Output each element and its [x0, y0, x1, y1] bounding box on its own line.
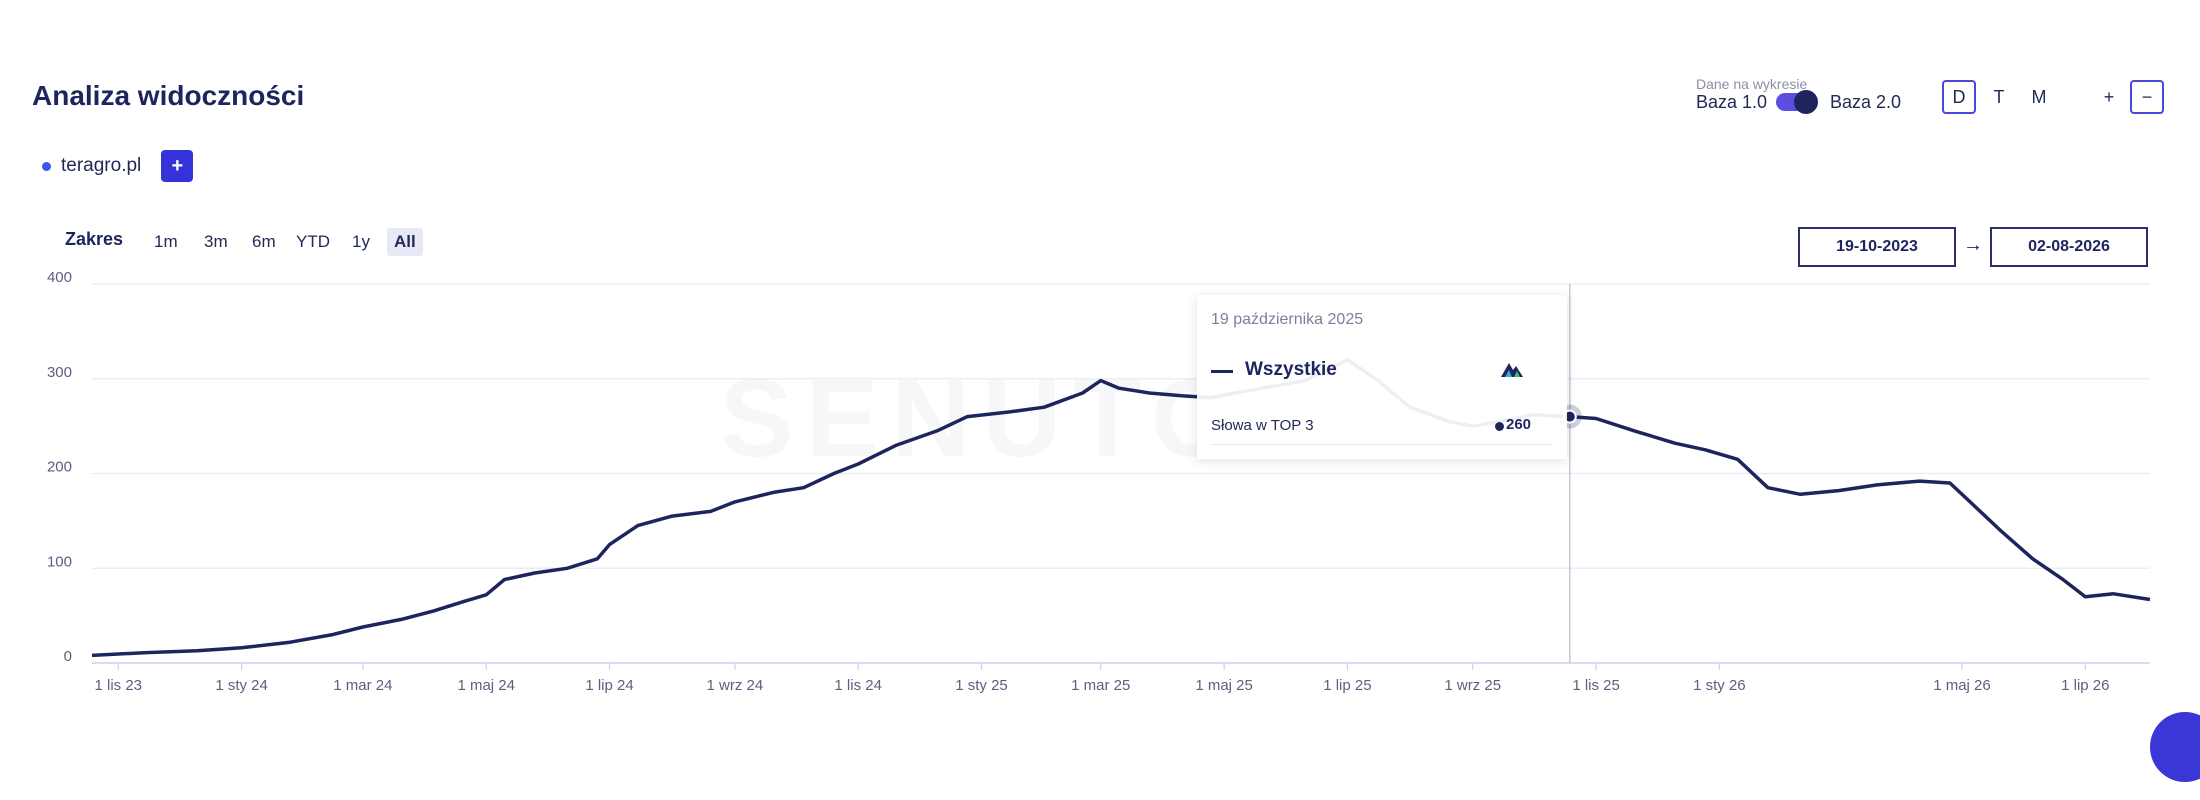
baza-2-label: Baza 2.0: [1830, 92, 1902, 112]
y-tick-label: 300: [47, 364, 72, 381]
baza-1-label: Baza 1.0: [1696, 92, 1768, 112]
x-tick-label: 1 maj 25: [1195, 677, 1253, 694]
range-6m-button[interactable]: 6m: [252, 232, 276, 251]
tooltip-value-dot: [1495, 422, 1504, 431]
x-tick-label: 1 sty 24: [215, 677, 268, 694]
date-to-input[interactable]: 02-08-2026: [1990, 227, 2148, 267]
zoom-out-button[interactable]: −: [2130, 80, 2164, 114]
tooltip-series-name: Wszystkie: [1245, 359, 1337, 380]
data-toggle-label: Dane na wykresie: [1696, 76, 1808, 92]
x-tick-label: 1 maj 26: [1933, 677, 1991, 694]
x-tick-label: 1 lip 25: [1323, 677, 1371, 694]
x-tick-label: 1 lis 23: [95, 677, 143, 694]
x-tick-label: 1 sty 25: [955, 677, 1008, 694]
x-tick-label: 1 lip 24: [585, 677, 633, 694]
y-tick-label: 0: [64, 648, 72, 665]
x-tick-label: 1 wrz 25: [1444, 677, 1501, 694]
range-1m-button[interactable]: 1m: [154, 232, 178, 251]
period-week-button[interactable]: T: [1993, 86, 2005, 107]
range-label: Zakres: [65, 229, 124, 249]
period-month-button[interactable]: M: [2031, 86, 2047, 107]
tooltip-divider: [1211, 444, 1553, 445]
range-ytd-button[interactable]: YTD: [296, 232, 330, 251]
site-legend: teragro.pl +: [42, 150, 194, 182]
x-tick-label: 1 wrz 24: [707, 677, 764, 694]
data-source-toggle[interactable]: [1776, 90, 1818, 114]
period-day-button[interactable]: D: [1942, 80, 1976, 114]
date-from-input[interactable]: 19-10-2023: [1798, 227, 1956, 267]
series-line-wszystkie[interactable]: [91, 358, 2151, 658]
date-range-arrow: →: [1963, 234, 1983, 256]
tooltip-date: 19 października 2025: [1211, 311, 1364, 328]
google-update-icon: [1501, 363, 1523, 377]
x-tick-label: 1 mar 25: [1071, 677, 1130, 694]
toggle-knob[interactable]: [1794, 90, 1818, 114]
y-tick-label: 400: [47, 269, 72, 286]
tooltip-metric-label: Słowa w TOP 3: [1211, 417, 1314, 434]
x-tick-label: 1 lis 24: [834, 677, 882, 694]
x-tick-label: 1 maj 24: [457, 677, 515, 694]
x-tick-label: 1 mar 24: [333, 677, 392, 694]
x-tick-label: 1 sty 26: [1693, 677, 1746, 694]
zoom-in-button[interactable]: +: [2103, 86, 2115, 107]
tooltip-series-swatch: [1211, 370, 1233, 373]
page-title: Analiza widoczności: [32, 80, 305, 111]
range-1y-button[interactable]: 1y: [352, 232, 370, 251]
y-tick-label: 100: [47, 553, 72, 570]
x-tick-label: 1 lip 26: [2061, 677, 2109, 694]
y-tick-label: 200: [47, 459, 72, 476]
x-tick-label: 1 lis 25: [1572, 677, 1620, 694]
tooltip-value: 260: [1506, 416, 1532, 433]
site-name[interactable]: teragro.pl: [61, 155, 142, 176]
chat-widget-button[interactable]: [2150, 712, 2200, 782]
add-site-button[interactable]: +: [161, 150, 194, 182]
chart-tooltip: 19 października 2025 Wszystkie Słowa w T…: [1197, 295, 1567, 459]
site-color-dot: [42, 161, 51, 171]
range-all-button[interactable]: All: [387, 228, 423, 256]
range-3m-button[interactable]: 3m: [204, 232, 228, 251]
